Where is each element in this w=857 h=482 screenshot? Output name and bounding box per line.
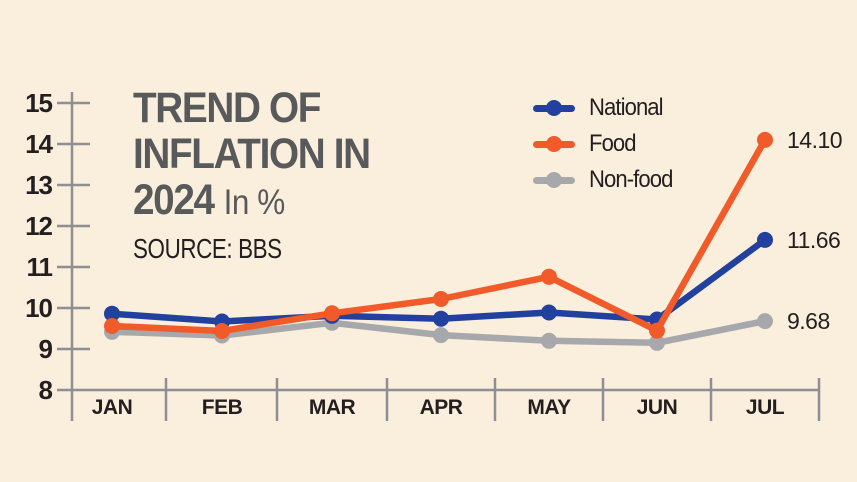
y-tick-label: 13 <box>25 170 52 200</box>
data-point-national-may <box>541 304 557 321</box>
data-point-food-may <box>541 268 557 285</box>
y-tick-label: 15 <box>25 88 52 118</box>
nonfood-line-marker-icon <box>533 172 575 188</box>
chart-title: TREND OF INFLATION IN 2024 In % <box>133 84 371 223</box>
title-line-2: INFLATION IN <box>133 130 371 178</box>
data-point-food-jan <box>104 318 120 334</box>
data-point-non-food-jul <box>757 313 773 330</box>
title-line-1: TREND OF <box>133 84 321 132</box>
x-tick-label: FEB <box>202 396 243 419</box>
end-label-food: 14.10 <box>787 127 842 153</box>
x-tick-label: MAR <box>309 396 356 419</box>
y-tick-label: 12 <box>25 211 52 241</box>
national-dot-icon <box>546 100 562 116</box>
data-point-non-food-may <box>541 332 557 349</box>
national-line-marker-icon <box>533 100 575 116</box>
legend-item-national: National <box>533 94 680 121</box>
nonfood-dot-icon <box>546 172 562 188</box>
x-tick-label: JAN <box>92 396 133 419</box>
end-label-national: 11.66 <box>787 227 840 253</box>
legend-item-food: Food <box>533 130 680 157</box>
data-point-national-jul <box>757 231 773 248</box>
y-tick-label: 14 <box>25 129 53 159</box>
food-dot-icon <box>546 136 562 152</box>
data-point-food-jun <box>649 322 665 339</box>
data-point-non-food-jun <box>649 334 665 351</box>
y-tick-label: 11 <box>27 252 53 282</box>
y-tick-label: 9 <box>39 334 53 364</box>
y-tick-label: 8 <box>39 375 53 405</box>
data-point-food-apr <box>433 291 449 307</box>
title-year: 2024 <box>133 176 215 224</box>
end-label-non-food: 9.68 <box>787 308 830 334</box>
x-tick-label: JUL <box>746 396 785 419</box>
data-point-food-jul <box>757 131 773 148</box>
legend: National Food Non-food <box>533 94 680 204</box>
source-label: SOURCE: BBS <box>133 233 282 264</box>
legend-label-nonfood: Non-food <box>589 166 673 193</box>
x-tick-label: MAY <box>527 396 571 419</box>
legend-label-national: National <box>589 94 664 121</box>
data-point-food-feb <box>214 323 230 339</box>
food-line-marker-icon <box>533 136 575 152</box>
legend-item-nonfood: Non-food <box>533 166 680 193</box>
y-tick-label: 10 <box>25 293 52 323</box>
data-point-non-food-apr <box>433 327 449 344</box>
title-unit-label: In % <box>223 183 286 222</box>
data-point-national-apr <box>433 310 449 327</box>
data-point-food-mar <box>324 305 340 322</box>
x-tick-label: JUN <box>637 396 678 419</box>
legend-label-food: Food <box>589 130 637 157</box>
data-point-national-jan <box>104 305 120 322</box>
title-line-3: 2024 In % <box>133 177 370 223</box>
x-tick-label: APR <box>420 396 463 419</box>
